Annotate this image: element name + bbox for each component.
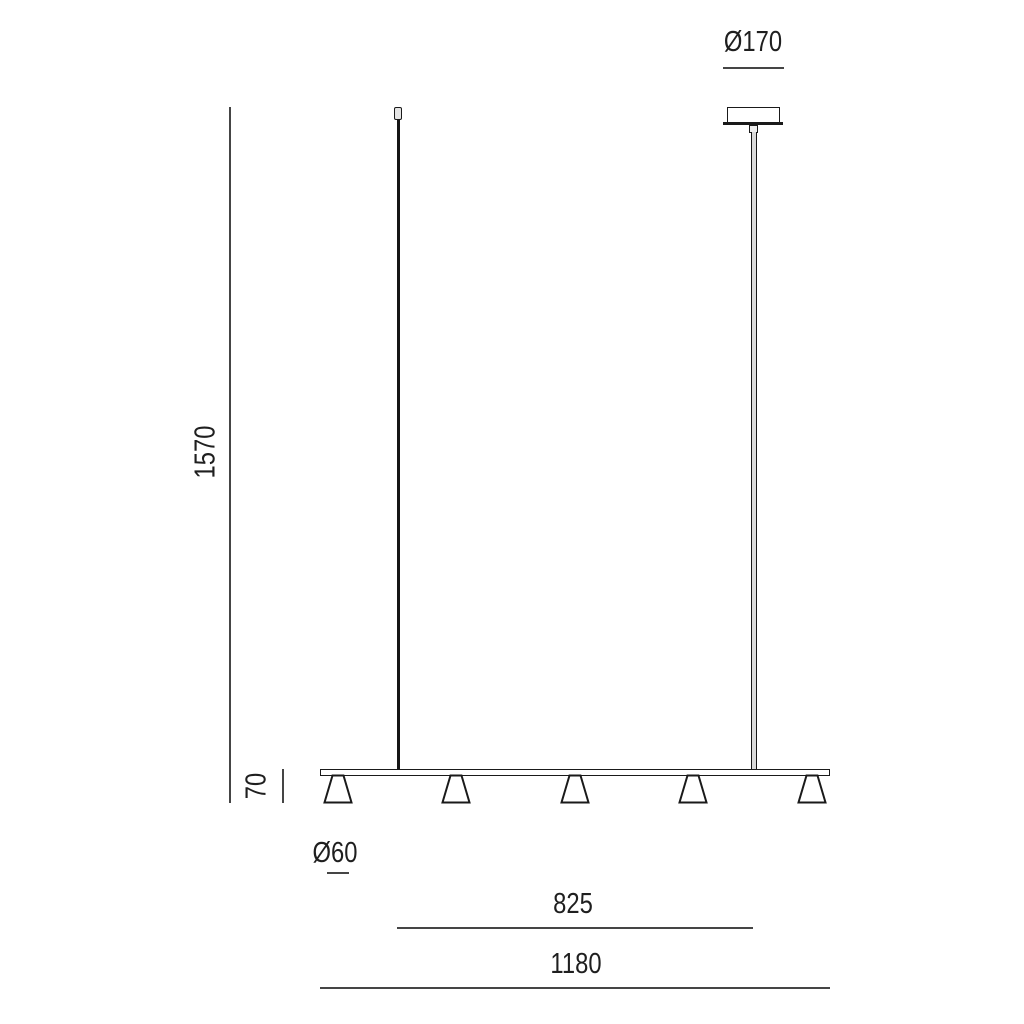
height-dimension-line xyxy=(229,107,232,803)
bar-height-value: 70 xyxy=(240,772,273,800)
suspension-spacing-value: 825 xyxy=(553,888,593,920)
height-label: 1570 xyxy=(189,420,222,485)
spotlight-cone xyxy=(441,774,471,804)
canopy-base-plate xyxy=(723,122,783,126)
spotlight-cone xyxy=(560,774,590,804)
canopy-diameter-value: Ø170 xyxy=(723,26,783,58)
overall-length-label: 1180 xyxy=(545,950,607,979)
suspension-rod xyxy=(751,132,757,770)
suspension-spacing-label: 825 xyxy=(549,890,597,919)
spotlight-diameter-value: Ø60 xyxy=(312,837,358,869)
spotlight-cone xyxy=(797,774,827,804)
overall-length-value: 1180 xyxy=(550,948,602,980)
spotlight-diameter-dimension-line xyxy=(327,872,349,875)
overall-length-dimension-line xyxy=(320,987,830,990)
suspension-cable xyxy=(397,119,400,771)
bar-height-label: 70 xyxy=(240,770,273,802)
spotlight-cone xyxy=(678,774,708,804)
height-value: 1570 xyxy=(189,425,222,479)
suspension-spacing-dimension-line xyxy=(397,927,753,930)
canopy-diameter-label: Ø170 xyxy=(718,28,789,57)
ceiling-canopy xyxy=(727,107,780,123)
spotlight-cone xyxy=(323,774,353,804)
canopy-diameter-dimension-line xyxy=(723,67,784,70)
bar-height-dimension-line xyxy=(282,769,285,803)
spotlight-diameter-label: Ø60 xyxy=(308,839,363,868)
